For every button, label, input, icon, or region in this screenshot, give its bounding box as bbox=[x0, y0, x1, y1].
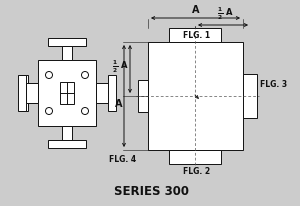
Bar bbox=[148, 42, 243, 150]
Bar bbox=[48, 140, 86, 148]
Bar bbox=[169, 28, 221, 42]
Text: FLG. 1: FLG. 1 bbox=[183, 31, 211, 40]
Bar bbox=[60, 82, 74, 104]
Bar bbox=[108, 75, 116, 111]
Bar bbox=[169, 150, 221, 164]
Text: FLG. 4: FLG. 4 bbox=[109, 155, 136, 164]
Text: A: A bbox=[115, 99, 122, 109]
Text: A: A bbox=[192, 5, 199, 15]
Text: FLG. 3: FLG. 3 bbox=[260, 80, 287, 89]
Bar bbox=[18, 75, 26, 111]
Bar bbox=[62, 46, 72, 60]
Text: $\mathbf{\frac{1}{2}}$ A: $\mathbf{\frac{1}{2}}$ A bbox=[112, 59, 128, 75]
Circle shape bbox=[82, 108, 88, 115]
Text: $\mathbf{\frac{1}{2}}$ A: $\mathbf{\frac{1}{2}}$ A bbox=[217, 6, 233, 22]
Bar bbox=[243, 74, 257, 118]
Bar bbox=[28, 83, 38, 103]
Circle shape bbox=[46, 71, 52, 78]
Bar bbox=[138, 80, 148, 112]
Circle shape bbox=[82, 71, 88, 78]
Bar bbox=[48, 38, 86, 46]
Bar bbox=[26, 83, 38, 103]
Bar bbox=[96, 83, 108, 103]
Text: SERIES 300: SERIES 300 bbox=[115, 185, 190, 198]
Bar bbox=[20, 75, 28, 111]
Bar bbox=[38, 60, 96, 126]
Bar bbox=[62, 126, 72, 140]
Circle shape bbox=[46, 108, 52, 115]
Text: FLG. 2: FLG. 2 bbox=[183, 167, 211, 176]
